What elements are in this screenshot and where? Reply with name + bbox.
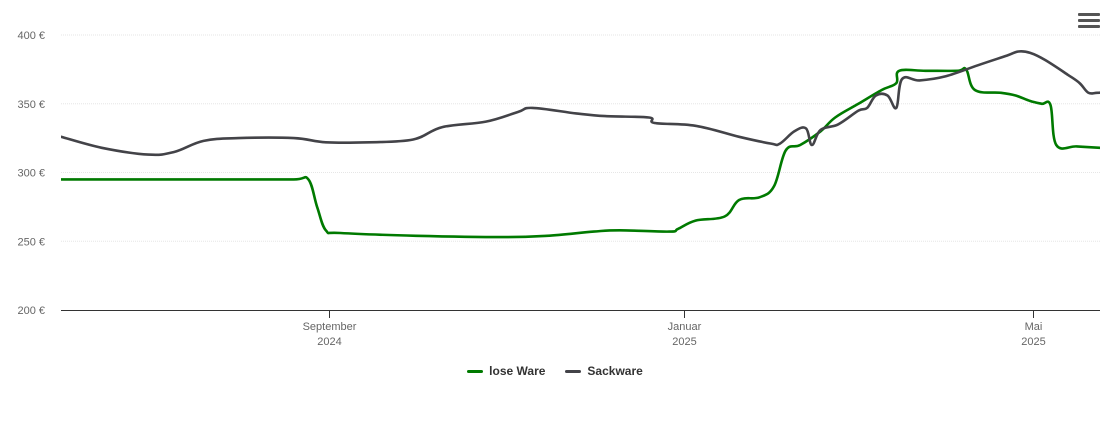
x-tick-label-month: Mai [1025,321,1043,333]
y-tick-label: 200 € [17,305,45,317]
legend-swatch-sackware [565,369,582,373]
chart-legend: lose Ware Sackware [0,364,1110,378]
x-tick-label-month: September [303,321,357,333]
legend-swatch-lose-ware [467,369,484,373]
series-line-lose-ware [61,66,1100,239]
legend-label-lose-ware: lose Ware [489,364,546,378]
y-tick-label: 350 € [17,99,45,111]
y-tick-label: 400 € [17,30,45,42]
series-line-sackware [61,49,1100,157]
x-tick-label-year: 2024 [317,336,341,348]
x-tick-label-year: 2025 [672,336,696,348]
legend-item-lose-ware[interactable]: lose Ware [467,364,545,378]
chart-menu-icon[interactable] [1078,13,1100,31]
legend-label-sackware: Sackware [587,364,643,378]
legend-item-sackware[interactable]: Sackware [565,364,643,378]
x-tick-label-month: Januar [668,321,702,333]
y-tick-label: 300 € [17,168,45,180]
y-tick-label: 250 € [17,236,45,248]
x-tick-label-year: 2025 [1021,336,1045,348]
